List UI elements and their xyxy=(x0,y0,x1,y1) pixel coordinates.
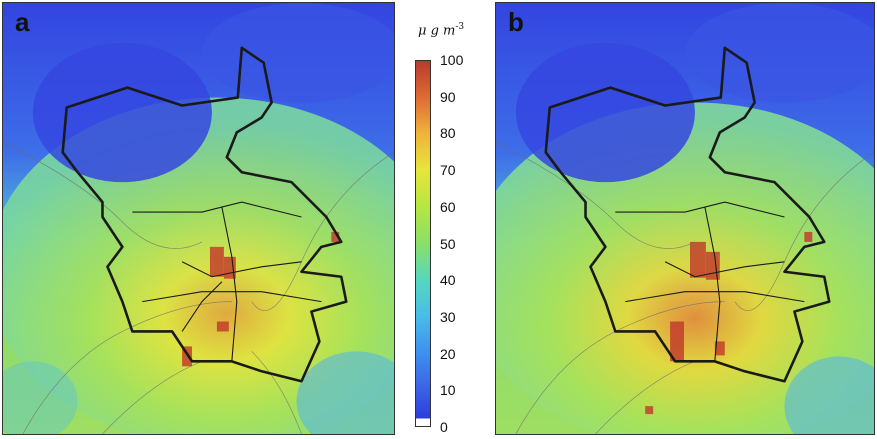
colorbar-tick-label: 40 xyxy=(440,272,456,289)
colorbar-tick-label: 100 xyxy=(440,52,464,68)
colorbar-tick-label: 10 xyxy=(440,382,456,399)
panel-label-b: b xyxy=(508,7,524,37)
unit-exponent: -3 xyxy=(455,22,465,32)
colorbar-tick-label: 80 xyxy=(440,125,456,142)
colorbar-tick-label: 20 xyxy=(440,345,456,362)
colorbar-tick-label: 0 xyxy=(440,419,448,435)
unit-body: g m xyxy=(430,23,456,39)
colorbar-tick-label: 70 xyxy=(440,162,456,179)
colorbar-legend: μ g m-3 100 90 80 70 60 50 40 30 20 10 0 xyxy=(400,0,492,439)
colorbar-tick-label: 60 xyxy=(440,198,456,215)
colorbar-gradient xyxy=(415,60,431,427)
colorbar-tick-label: 50 xyxy=(440,235,456,252)
colorbar-tick-label: 90 xyxy=(440,88,456,105)
concentration-map-a xyxy=(3,3,394,434)
panel-label-a: a xyxy=(15,7,30,37)
map-panel-b: b xyxy=(495,2,875,435)
unit-label: μ g m-3 xyxy=(418,22,464,38)
colorbar-tick-label: 30 xyxy=(440,308,456,325)
map-panel-a: a xyxy=(2,2,395,435)
concentration-map-b xyxy=(496,3,874,434)
unit-prefix: μ xyxy=(418,23,427,39)
